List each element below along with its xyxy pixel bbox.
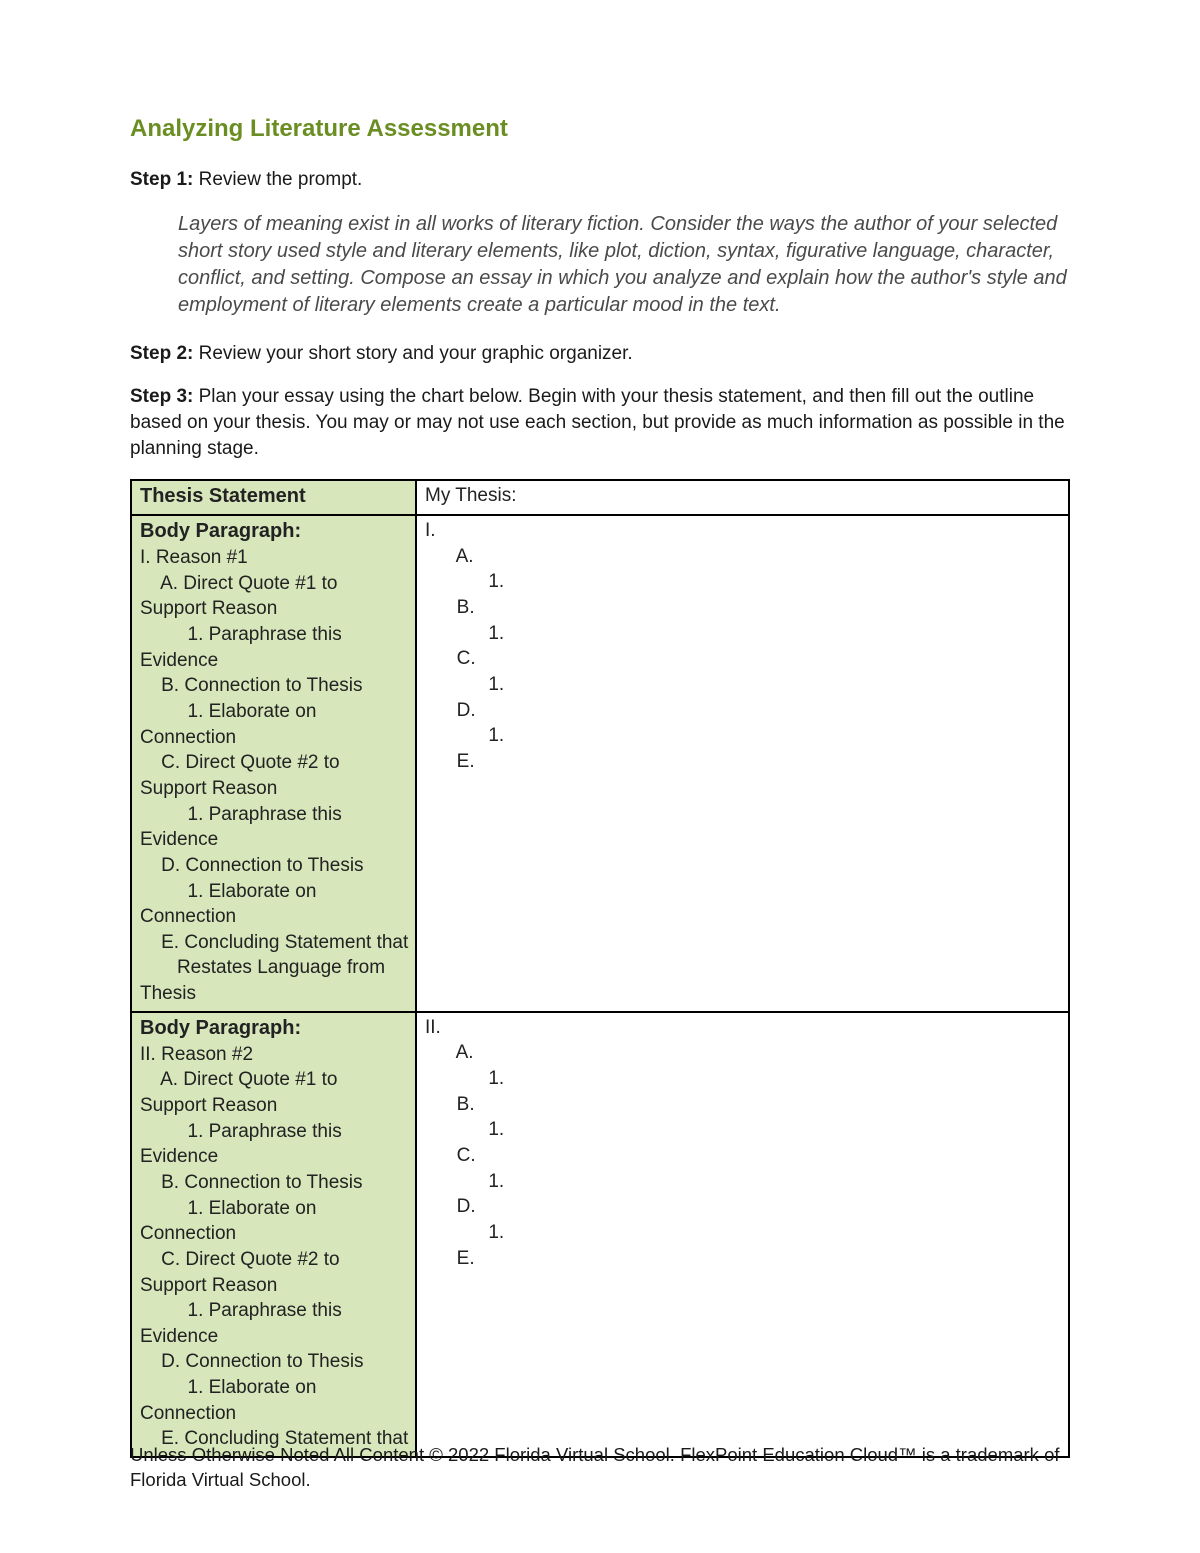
body2-outline-left: II. Reason #2 A. Direct Quote #1 toSuppo…	[140, 1042, 407, 1452]
step-1-text: Review the prompt.	[193, 169, 362, 190]
step-2-label: Step 2:	[130, 343, 193, 364]
body2-outline-right: II. A. 1. B. 1. C. 1. D. 1. E.	[425, 1015, 1060, 1271]
step-2-text: Review your short story and your graphic…	[193, 343, 632, 364]
body1-outline-left: I. Reason #1 A. Direct Quote #1 toSuppor…	[140, 545, 407, 1007]
footer-text: Unless Otherwise Noted All Content © 202…	[130, 1443, 1070, 1493]
body1-header: Body Paragraph:	[140, 518, 407, 545]
table-row: Thesis Statement My Thesis:	[131, 480, 1069, 515]
step-1-prompt: Layers of meaning exist in all works of …	[178, 211, 1070, 319]
document-page: Analyzing Literature Assessment Step 1: …	[0, 0, 1200, 1553]
step-1-label: Step 1:	[130, 169, 193, 190]
table-row: Body Paragraph: II. Reason #2 A. Direct …	[131, 1012, 1069, 1457]
thesis-header: Thesis Statement	[132, 481, 415, 514]
body2-header: Body Paragraph:	[140, 1015, 407, 1042]
step-1: Step 1: Review the prompt.	[130, 167, 1070, 193]
step-2: Step 2: Review your short story and your…	[130, 341, 1070, 367]
planning-chart: Thesis Statement My Thesis: Body Paragra…	[130, 479, 1070, 1458]
table-row: Body Paragraph: I. Reason #1 A. Direct Q…	[131, 515, 1069, 1012]
step-3-label: Step 3:	[130, 386, 193, 407]
body1-outline-right: I. A. 1. B. 1. C. 1. D. 1. E.	[425, 518, 1060, 774]
step-3: Step 3: Plan your essay using the chart …	[130, 384, 1070, 461]
page-title: Analyzing Literature Assessment	[130, 115, 1070, 143]
step-3-text: Plan your essay using the chart below. B…	[130, 386, 1065, 458]
thesis-value: My Thesis:	[417, 481, 1068, 513]
